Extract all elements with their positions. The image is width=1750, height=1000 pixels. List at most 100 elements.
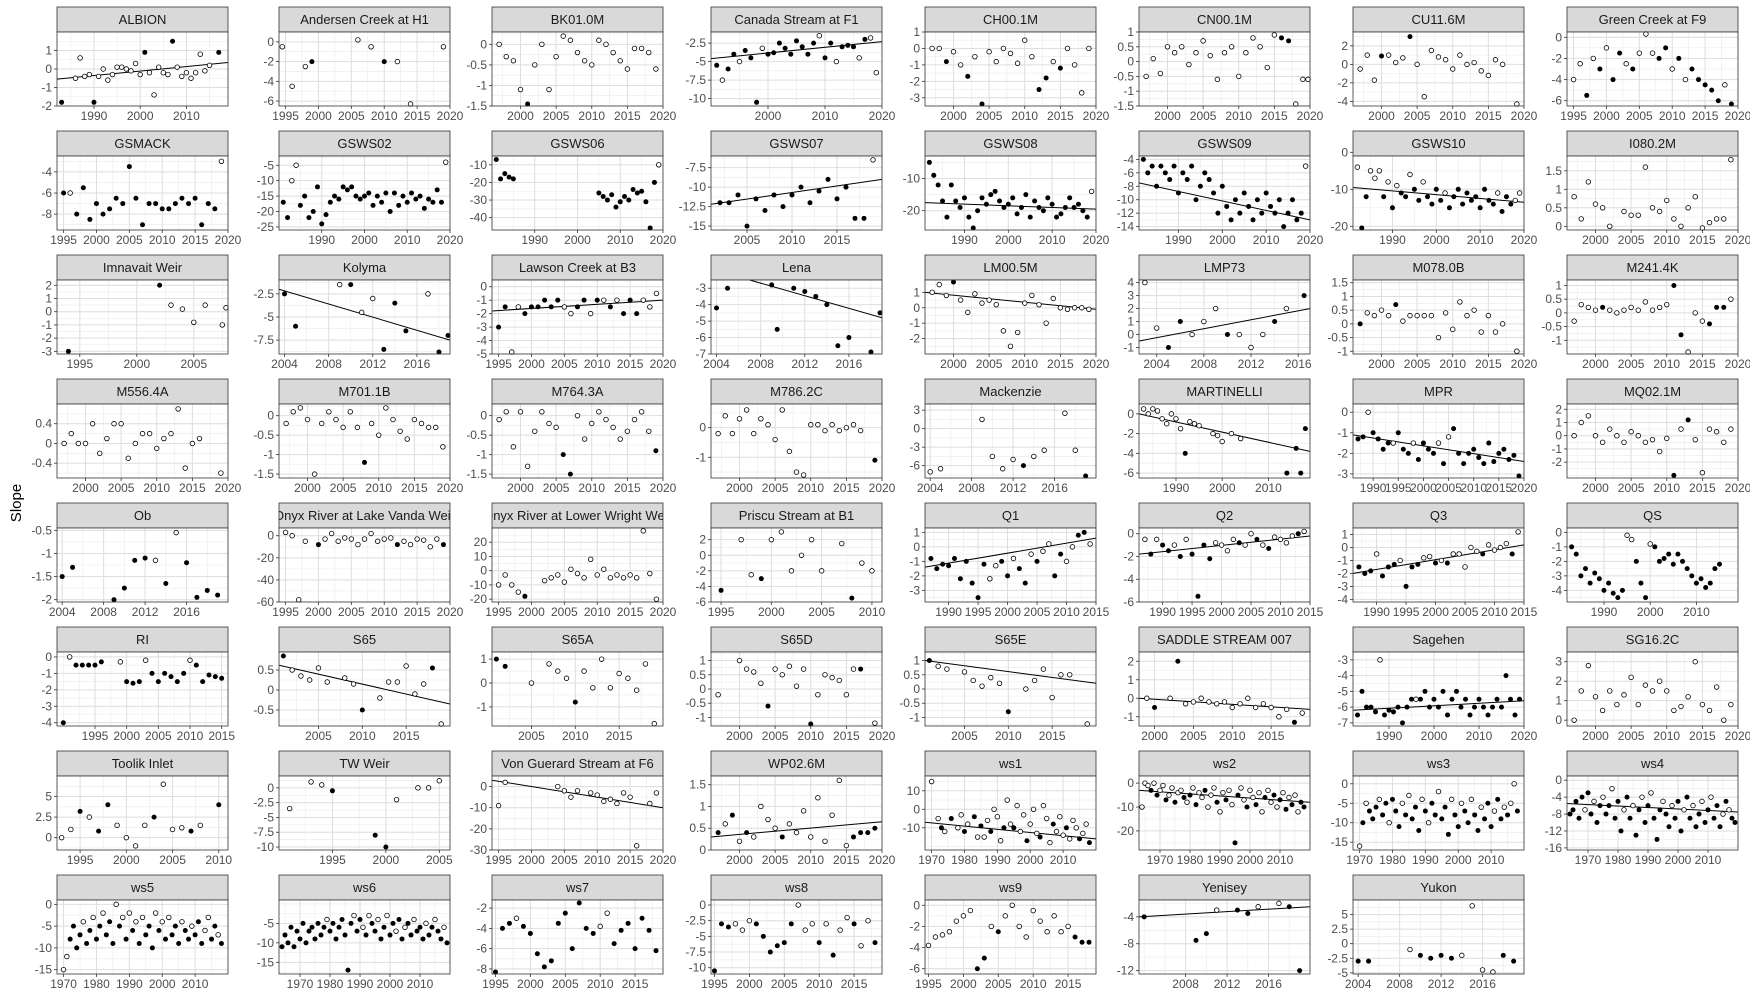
data-point bbox=[575, 304, 580, 310]
data-point bbox=[1235, 792, 1241, 798]
points bbox=[1144, 658, 1305, 725]
data-point bbox=[1685, 417, 1691, 423]
plot-area bbox=[1567, 528, 1738, 602]
data-point bbox=[772, 825, 778, 831]
x-tick-label: 2010 bbox=[173, 109, 200, 123]
data-point bbox=[1218, 542, 1225, 548]
data-point bbox=[1435, 54, 1442, 60]
x-tick-label: 2005 bbox=[108, 481, 135, 495]
data-point bbox=[779, 407, 785, 413]
y-tick-label: -40 bbox=[470, 211, 488, 225]
data-point bbox=[774, 943, 780, 949]
data-point bbox=[758, 680, 764, 687]
x-tick-label: 2016 bbox=[1469, 977, 1496, 991]
data-point bbox=[1002, 913, 1008, 919]
data-point bbox=[640, 297, 646, 303]
data-point bbox=[988, 674, 994, 681]
data-point bbox=[972, 291, 978, 297]
data-point bbox=[1086, 45, 1092, 52]
data-point bbox=[1145, 170, 1151, 176]
data-point bbox=[944, 666, 950, 672]
x-tick-label: 1990 bbox=[308, 233, 335, 247]
y-tick-label: 0 bbox=[913, 41, 920, 55]
x-tick-label: 2010 bbox=[1255, 481, 1282, 495]
data-point bbox=[1023, 686, 1029, 692]
panel-border bbox=[1566, 31, 1739, 107]
data-point bbox=[793, 469, 800, 475]
x-tick-label: 2012 bbox=[1000, 481, 1027, 495]
x-tick-label: 2015 bbox=[1692, 109, 1719, 123]
data-point bbox=[928, 778, 935, 785]
data-point bbox=[587, 310, 594, 317]
data-point bbox=[553, 53, 559, 60]
data-point bbox=[509, 582, 515, 588]
data-point bbox=[758, 416, 764, 422]
data-point bbox=[574, 49, 581, 56]
data-point bbox=[651, 720, 657, 727]
data-point bbox=[445, 333, 451, 338]
facet-strip bbox=[56, 378, 229, 405]
data-point bbox=[868, 349, 874, 355]
data-point bbox=[849, 595, 855, 601]
y-tick-label: -1.5 bbox=[466, 99, 487, 113]
data-point bbox=[872, 720, 878, 726]
x-tick-label: 2005 bbox=[305, 729, 332, 743]
data-point bbox=[617, 58, 623, 64]
y-tick-label: -7.5 bbox=[253, 333, 274, 347]
data-point bbox=[362, 459, 367, 465]
y-tick-label: -7.5 bbox=[253, 825, 274, 839]
data-point bbox=[581, 436, 588, 442]
plot-area bbox=[925, 32, 1096, 106]
data-point bbox=[132, 60, 139, 67]
y-tick-label: 2 bbox=[1127, 654, 1134, 668]
data-point bbox=[319, 420, 325, 427]
data-point bbox=[542, 297, 548, 303]
facet-strip bbox=[1352, 502, 1525, 529]
data-point bbox=[742, 48, 748, 53]
data-point bbox=[219, 322, 225, 328]
data-point bbox=[1007, 821, 1014, 827]
data-point bbox=[1197, 183, 1203, 189]
data-point bbox=[765, 703, 771, 709]
points bbox=[495, 528, 660, 602]
data-point bbox=[315, 665, 322, 671]
data-point bbox=[553, 424, 559, 431]
y-tick-label: -0.5 bbox=[466, 58, 487, 72]
data-point bbox=[1578, 688, 1584, 694]
data-point bbox=[780, 204, 786, 210]
panel-border bbox=[710, 31, 883, 107]
data-point bbox=[370, 295, 376, 302]
data-point bbox=[188, 75, 194, 81]
x-tick-label: 2005 bbox=[543, 481, 570, 495]
data-point bbox=[981, 955, 987, 961]
y-tick-label: -10 bbox=[470, 158, 488, 172]
y-tick-label: -5 bbox=[695, 929, 706, 943]
x-tick-label: 2015 bbox=[1689, 481, 1716, 495]
data-point bbox=[596, 409, 602, 415]
data-point bbox=[965, 821, 971, 827]
data-point bbox=[1262, 794, 1268, 800]
data-point bbox=[1425, 820, 1432, 826]
x-tick-label: 2020 bbox=[650, 605, 677, 619]
y-tick-label: -10 bbox=[257, 936, 275, 950]
data-point bbox=[958, 812, 964, 818]
data-point bbox=[1629, 536, 1635, 543]
data-point bbox=[1153, 536, 1160, 543]
panel-border bbox=[924, 155, 1097, 231]
data-point bbox=[743, 407, 750, 413]
facet-title: Q2 bbox=[1216, 508, 1233, 523]
data-point bbox=[1501, 804, 1507, 810]
data-point bbox=[1482, 816, 1488, 822]
points bbox=[496, 33, 659, 107]
data-point bbox=[114, 822, 120, 829]
points bbox=[1571, 282, 1734, 355]
y-tick-label: 0.5 bbox=[1331, 303, 1348, 317]
x-tick-label: 2010 bbox=[1481, 605, 1508, 619]
data-point bbox=[594, 297, 600, 303]
data-point bbox=[614, 800, 620, 807]
data-point bbox=[381, 536, 387, 542]
facet-strip bbox=[1566, 130, 1739, 157]
x-tick-label: 2010 bbox=[1653, 729, 1680, 743]
data-point bbox=[1065, 923, 1071, 930]
data-point bbox=[1016, 923, 1022, 930]
